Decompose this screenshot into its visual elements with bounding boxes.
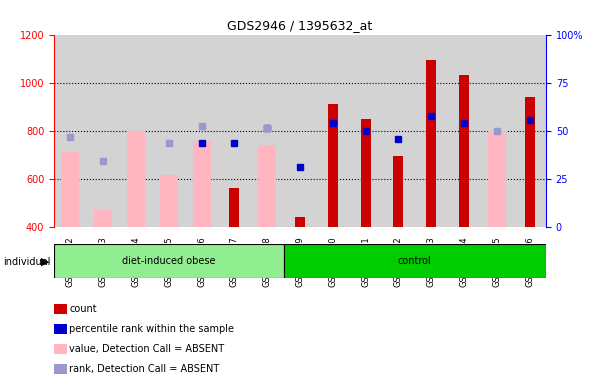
- Bar: [426, 60, 436, 227]
- Bar: [295, 217, 305, 227]
- Bar: [415, 35, 448, 227]
- Text: percentile rank within the sample: percentile rank within the sample: [69, 324, 234, 334]
- Bar: [459, 75, 469, 227]
- Bar: [229, 188, 239, 227]
- Bar: [524, 97, 535, 227]
- Bar: [251, 35, 284, 227]
- Bar: [218, 35, 251, 227]
- Bar: [258, 145, 276, 227]
- Bar: [448, 35, 481, 227]
- Bar: [316, 35, 349, 227]
- Bar: [160, 175, 178, 227]
- Text: control: control: [398, 256, 431, 266]
- Bar: [54, 364, 67, 374]
- Bar: [488, 131, 506, 227]
- Bar: [94, 210, 112, 227]
- Bar: [61, 152, 79, 227]
- Text: count: count: [69, 304, 97, 314]
- Bar: [119, 35, 152, 227]
- Bar: [394, 156, 403, 227]
- Bar: [54, 304, 67, 314]
- Bar: [481, 35, 513, 227]
- Bar: [152, 35, 185, 227]
- Text: ▶: ▶: [41, 257, 49, 267]
- Bar: [284, 35, 316, 227]
- Bar: [127, 131, 145, 227]
- Bar: [513, 35, 546, 227]
- Bar: [382, 35, 415, 227]
- Text: rank, Detection Call = ABSENT: rank, Detection Call = ABSENT: [69, 364, 219, 374]
- Bar: [284, 244, 546, 278]
- Title: GDS2946 / 1395632_at: GDS2946 / 1395632_at: [227, 19, 373, 32]
- Bar: [193, 141, 211, 227]
- Bar: [54, 35, 87, 227]
- Text: value, Detection Call = ABSENT: value, Detection Call = ABSENT: [69, 344, 224, 354]
- Bar: [54, 344, 67, 354]
- Bar: [87, 35, 119, 227]
- Bar: [361, 119, 371, 227]
- Bar: [54, 244, 284, 278]
- Bar: [328, 104, 338, 227]
- Bar: [185, 35, 218, 227]
- Bar: [349, 35, 382, 227]
- Text: individual: individual: [3, 257, 50, 267]
- Bar: [54, 324, 67, 334]
- Text: diet-induced obese: diet-induced obese: [122, 256, 215, 266]
